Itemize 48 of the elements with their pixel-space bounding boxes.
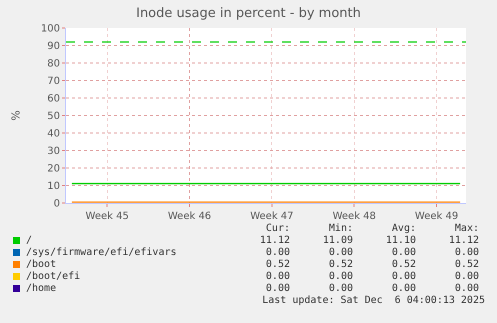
text: 0.52 [454, 259, 479, 271]
text: 0.00 [454, 283, 479, 295]
chart-title: Inode usage in percent - by month [136, 6, 361, 22]
y-tick-label: 90 [47, 41, 60, 52]
text: Cur: [264, 223, 290, 235]
text: 0.00 [390, 271, 416, 283]
text: Min: [328, 223, 353, 235]
x-tick-label: Week 48 [332, 211, 376, 222]
y-tick-label: 0 [54, 198, 60, 210]
y-tick-label: 80 [47, 58, 60, 70]
text: 0.00 [264, 271, 290, 283]
legend-label: /home [26, 283, 56, 295]
text: 0.00 [390, 247, 416, 259]
legend-label: / [26, 235, 32, 247]
text: 0.00 [328, 283, 353, 295]
text: 11.10 [384, 235, 416, 247]
legend-label: /boot/efi [26, 271, 80, 283]
y-tick-label: 60 [47, 94, 60, 104]
legend-label: /sys/firmware/efi/efivars [26, 247, 177, 259]
x-tick-label: Week 46 [168, 211, 212, 222]
y-tick-label: 40 [47, 128, 60, 140]
legend-label: /boot [26, 259, 56, 271]
text: 11.09 [322, 235, 353, 247]
y-axis-title: % [10, 110, 23, 121]
y-tick-label: 20 [47, 164, 60, 174]
y-tick-label: 30 [47, 146, 60, 157]
text: 0.00 [264, 247, 290, 259]
text: 11.12 [448, 235, 479, 247]
text: 0.00 [454, 247, 479, 259]
text: 0.00 [328, 271, 353, 283]
text: 0.52 [328, 259, 353, 271]
text: 0.00 [390, 283, 416, 295]
y-tick-label: 100 [40, 24, 60, 34]
text: 0.52 [390, 259, 416, 271]
text: Last update: Sat Dec 6 04:00:13 2025 [262, 295, 485, 307]
text: 0.00 [454, 271, 479, 283]
text: 0.00 [264, 283, 290, 295]
x-tick-label: Week 47 [250, 211, 294, 222]
x-tick-label: Week 49 [414, 211, 458, 222]
y-tick-label: 70 [47, 76, 60, 87]
text: 0.00 [328, 247, 353, 259]
text: Max: [454, 223, 479, 235]
y-tick-label: 50 [47, 111, 60, 122]
text: Avg: [390, 223, 416, 235]
text: 0.52 [264, 259, 290, 271]
y-tick-label: 10 [47, 181, 60, 192]
text: 11.12 [258, 235, 290, 247]
x-tick-label: Week 45 [86, 211, 129, 222]
